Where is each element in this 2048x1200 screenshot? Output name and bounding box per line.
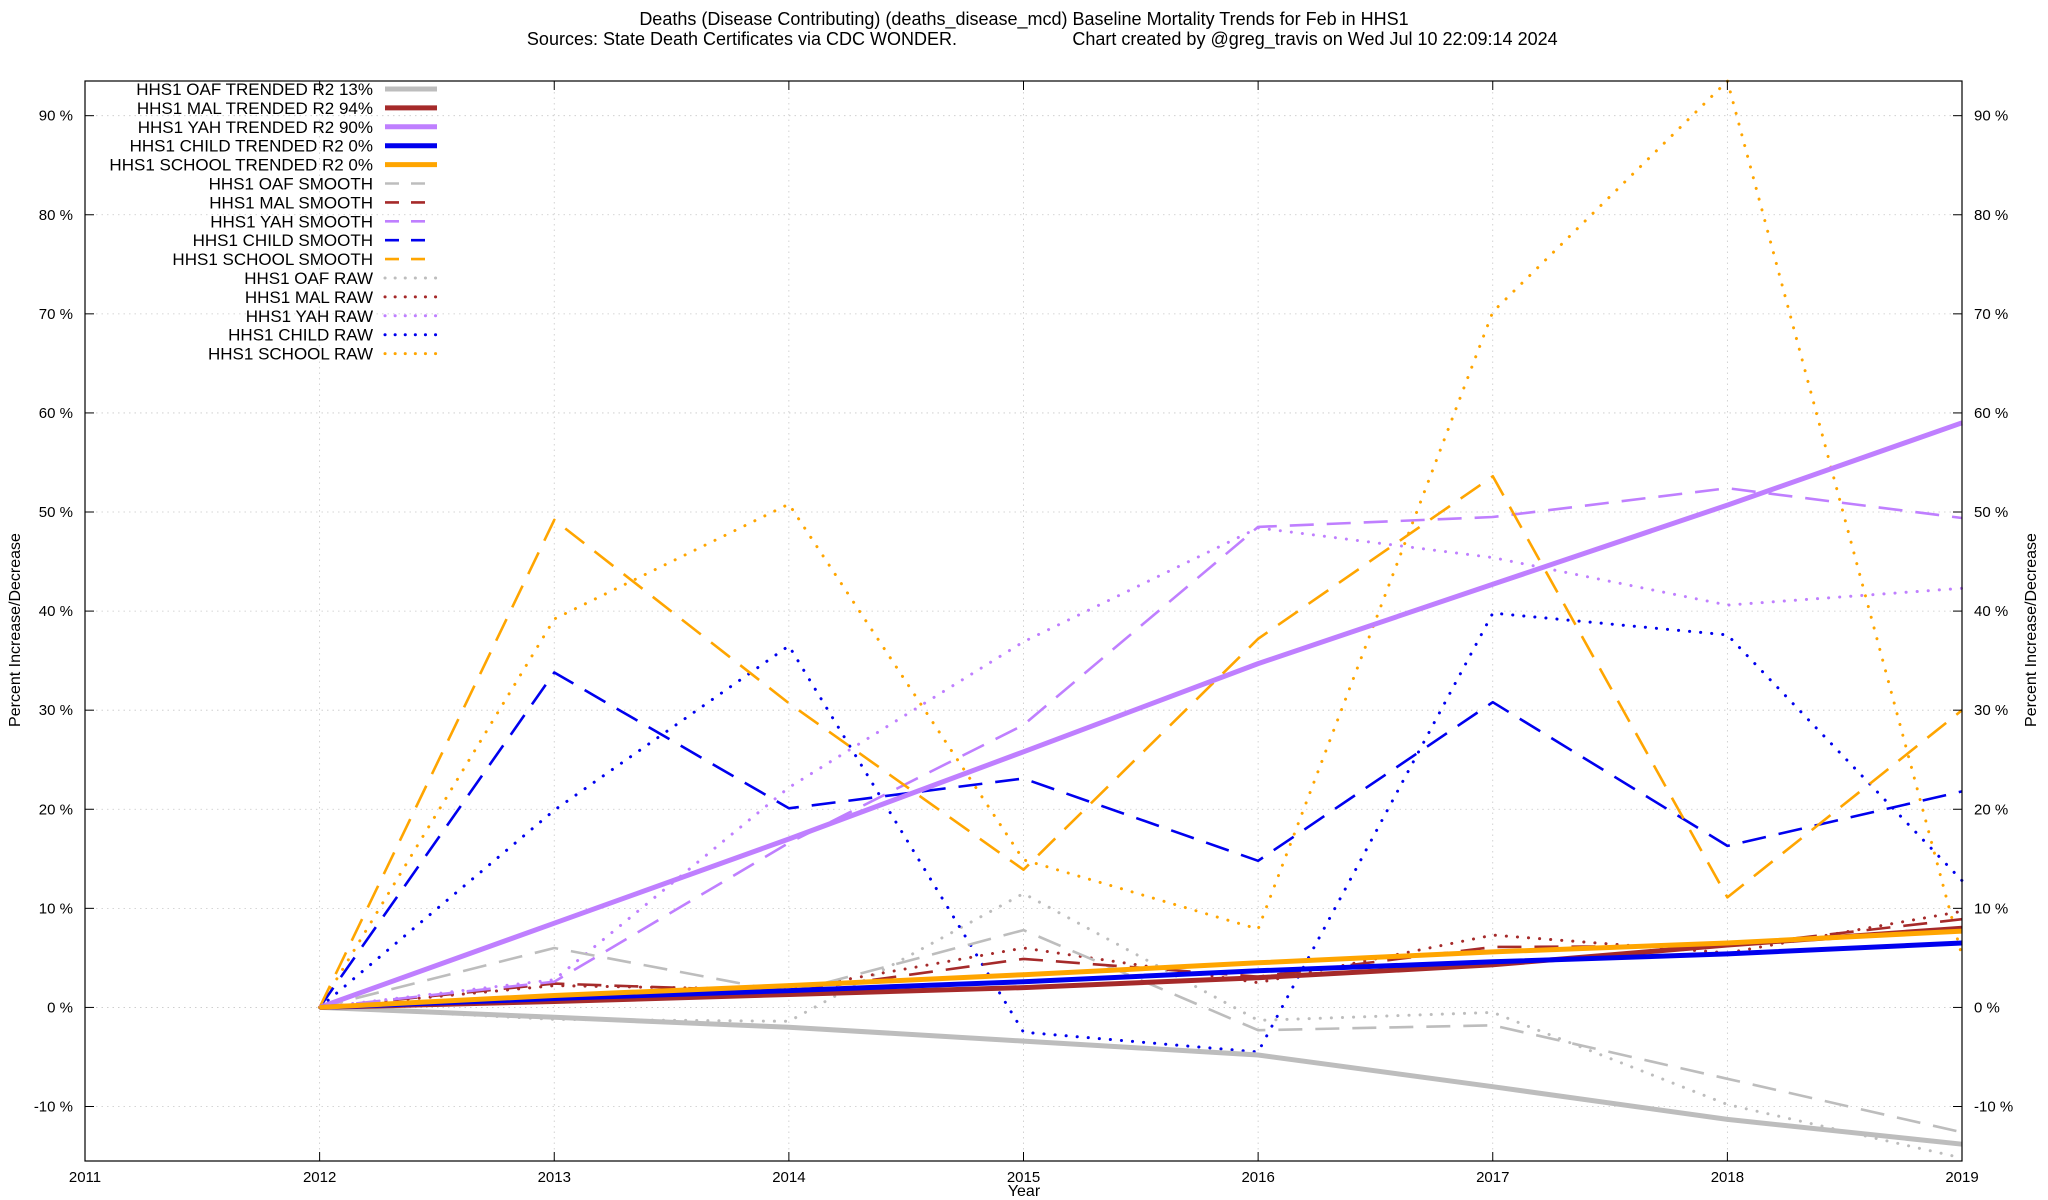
y-tick-label: 10 % xyxy=(39,900,73,917)
y-tick-label-right: 80 % xyxy=(1974,207,2008,224)
y-tick-label: 90 % xyxy=(39,108,73,125)
chart-title: Deaths (Disease Contributing) (deaths_di… xyxy=(639,9,1408,30)
x-tick-label: 2017 xyxy=(1476,1169,1509,1186)
y-tick-label-right: 50 % xyxy=(1974,504,2008,521)
y-tick-label-right: 20 % xyxy=(1974,801,2008,818)
y-tick-label-right: 10 % xyxy=(1974,900,2008,917)
series-line-hhs1-oaf-trended-r2-13 xyxy=(319,1004,1963,1147)
legend-label: HHS1 SCHOOL RAW xyxy=(208,345,373,364)
y-tick-label-right: 40 % xyxy=(1974,603,2008,620)
series-line-hhs1-child-trended-r2-0 xyxy=(319,940,1963,1010)
x-tick-label: 2016 xyxy=(1241,1169,1274,1186)
y-tick-label: 30 % xyxy=(39,702,73,719)
x-tick-label: 2019 xyxy=(1945,1169,1978,1186)
y-tick-label: 80 % xyxy=(39,207,73,224)
x-tick-label: 2015 xyxy=(1007,1169,1040,1186)
y-tick-label-right: 60 % xyxy=(1974,405,2008,422)
x-tick-label: 2011 xyxy=(69,1169,101,1186)
legend-label: HHS1 CHILD RAW xyxy=(228,326,373,345)
legend: HHS1 OAF TRENDED R2 13%HHS1 MAL TRENDED … xyxy=(109,80,439,364)
y-axis-label-left: Percent Increase/Decrease xyxy=(7,533,24,727)
y-tick-label: 20 % xyxy=(39,801,73,818)
series-line-hhs1-yah-trended-r2-90 xyxy=(318,420,1963,1010)
legend-label: HHS1 SCHOOL TRENDED R2 0% xyxy=(109,156,373,175)
series-line-hhs1-school-raw xyxy=(318,79,1964,1009)
series-layer xyxy=(318,79,1964,1160)
series-line-hhs1-school-trended-r2-0 xyxy=(319,928,1963,1010)
legend-label: HHS1 YAH RAW xyxy=(246,307,373,326)
legend-label: HHS1 OAF TRENDED R2 13% xyxy=(136,80,373,99)
y-tick-label: 40 % xyxy=(39,603,73,620)
legend-label: HHS1 CHILD TRENDED R2 0% xyxy=(130,137,373,156)
series-line-hhs1-mal-trended-r2-94 xyxy=(319,925,1963,1010)
legend-label: HHS1 CHILD SMOOTH xyxy=(193,231,373,250)
y-tick-label: -10 % xyxy=(34,1099,73,1116)
series-line-hhs1-yah-smooth xyxy=(319,486,1963,1009)
legend-label: HHS1 SCHOOL SMOOTH xyxy=(172,250,373,269)
legend-label: HHS1 OAF SMOOTH xyxy=(209,175,373,194)
legend-label: HHS1 MAL RAW xyxy=(245,288,373,307)
legend-label: HHS1 MAL TRENDED R2 94% xyxy=(137,99,373,118)
y-tick-label: 0 % xyxy=(47,999,73,1016)
y-tick-label-right: 0 % xyxy=(1974,999,2000,1016)
legend-label: HHS1 MAL SMOOTH xyxy=(209,193,373,212)
y-tick-label: 50 % xyxy=(39,504,73,521)
y-tick-label-right: 30 % xyxy=(1974,702,2008,719)
series-line-hhs1-child-raw xyxy=(318,611,1964,1054)
y-tick-label-right: 70 % xyxy=(1974,306,2008,323)
series-line-hhs1-child-smooth xyxy=(318,671,1963,1009)
x-tick-label: 2014 xyxy=(772,1169,805,1186)
x-axis-label: Year xyxy=(1008,1183,1041,1200)
y-axis-label-right: Percent Increase/Decrease xyxy=(2023,533,2040,727)
legend-label: HHS1 YAH SMOOTH xyxy=(210,212,373,231)
chart-subtitle-sources: Sources: State Death Certificates via CD… xyxy=(527,29,957,49)
y-tick-label-right: 90 % xyxy=(1974,108,2008,125)
chart-subtitle-credit: Chart created by @greg_travis on Wed Jul… xyxy=(1072,29,1557,50)
x-tick-label: 2013 xyxy=(538,1169,571,1186)
axis-ticks: -10 % -10 % 0 % 0 % 10 % 10 % 20 % 20 % 30 % 30 %… xyxy=(34,81,2013,1186)
x-tick-label: 2018 xyxy=(1711,1169,1744,1186)
y-tick-label: 70 % xyxy=(39,306,73,323)
y-tick-label: 60 % xyxy=(39,405,73,422)
legend-label: HHS1 YAH TRENDED R2 90% xyxy=(138,118,373,137)
legend-label: HHS1 OAF RAW xyxy=(244,269,373,288)
y-tick-label-right: -10 % xyxy=(1974,1099,2013,1116)
x-tick-label: 2012 xyxy=(303,1169,336,1186)
